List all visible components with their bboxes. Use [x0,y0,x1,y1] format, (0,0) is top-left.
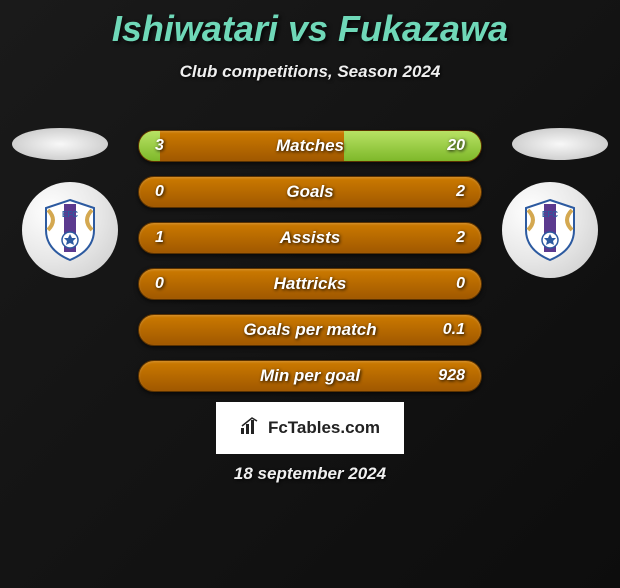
stat-label: Min per goal [139,366,481,386]
page-title: Ishiwatari vs Fukazawa [0,8,620,50]
stat-value-right: 928 [438,367,465,385]
stat-value-right: 0.1 [443,321,465,339]
club-badge-right: EFC [502,182,598,278]
stat-row: 0Hattricks0 [138,268,482,300]
stat-value-left: 1 [155,229,164,247]
stats-container: 3Matches200Goals21Assists20Hattricks0Goa… [138,130,482,406]
stat-value-right: 2 [456,183,465,201]
stat-label: Goals per match [139,320,481,340]
stat-value-right: 0 [456,275,465,293]
svg-text:EFC: EFC [62,210,78,219]
shield-icon: EFC [522,198,578,262]
player-avatar-right [512,128,608,160]
svg-text:EFC: EFC [542,210,558,219]
stat-label: Goals [139,182,481,202]
player-avatar-left [12,128,108,160]
source-badge: FcTables.com [216,402,404,454]
stat-value-right: 20 [447,137,465,155]
stat-row: Goals per match0.1 [138,314,482,346]
stat-value-right: 2 [456,229,465,247]
stat-value-left: 3 [155,137,164,155]
stat-row: 0Goals2 [138,176,482,208]
stat-row: 1Assists2 [138,222,482,254]
source-label: FcTables.com [268,418,380,438]
stat-row: Min per goal928 [138,360,482,392]
club-badge-left: EFC [22,182,118,278]
stat-value-left: 0 [155,183,164,201]
date-label: 18 september 2024 [0,464,620,484]
shield-icon: EFC [42,198,98,262]
stat-label: Hattricks [139,274,481,294]
stat-row: 3Matches20 [138,130,482,162]
chart-icon [240,417,262,440]
stat-label: Assists [139,228,481,248]
stat-value-left: 0 [155,275,164,293]
subtitle: Club competitions, Season 2024 [0,62,620,82]
